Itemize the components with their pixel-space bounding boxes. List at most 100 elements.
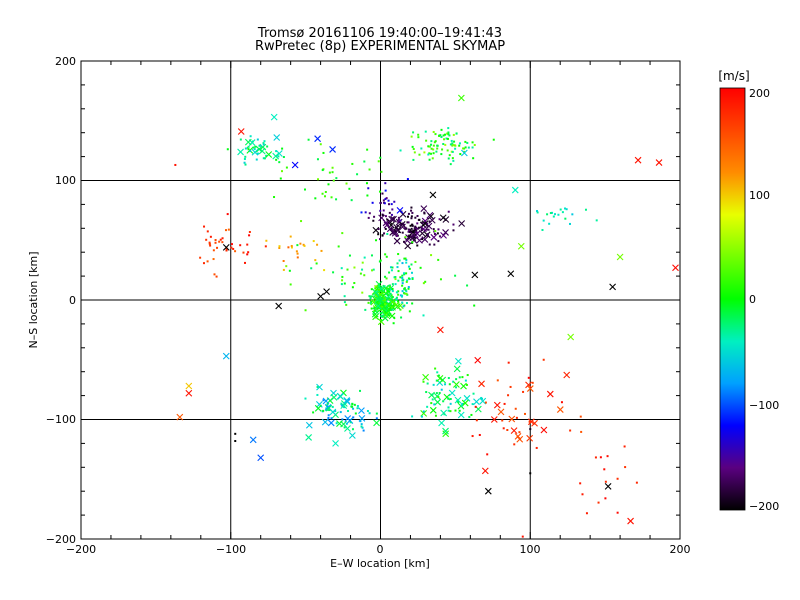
echo-dot-marker — [378, 190, 381, 193]
echo-dot-marker — [474, 405, 477, 408]
echo-dot-marker — [289, 283, 292, 286]
echo-dot-marker — [397, 270, 400, 273]
echo-dot-marker — [565, 208, 568, 211]
echo-dot-marker — [391, 296, 394, 299]
echo-dot-marker — [434, 367, 437, 370]
echo-cross-marker — [563, 371, 571, 379]
echo-dot-marker — [405, 258, 408, 261]
echo-dot-marker — [521, 535, 524, 538]
echo-dot-marker — [440, 135, 443, 138]
echo-dot-marker — [466, 374, 469, 377]
echo-dot-marker — [548, 222, 551, 225]
echo-dot-marker — [406, 178, 409, 181]
echo-cross-marker — [314, 404, 322, 412]
echo-dot-marker — [343, 301, 346, 304]
echo-dot-marker — [374, 309, 377, 312]
echo-dot-marker — [410, 215, 413, 218]
echo-dot-marker — [435, 379, 438, 382]
echo-dot-marker — [379, 238, 382, 241]
echo-dot-marker — [361, 426, 364, 429]
echo-dot-marker — [247, 145, 250, 148]
echo-dot-marker — [406, 221, 409, 224]
echo-dot-marker — [623, 445, 626, 448]
echo-cross-marker — [430, 233, 438, 241]
echo-dot-marker — [332, 271, 335, 274]
echo-dot-marker — [468, 415, 471, 418]
echo-dot-marker — [384, 275, 387, 278]
echo-dot-marker — [397, 293, 400, 296]
echo-dot-marker — [397, 279, 400, 282]
echo-cross-marker — [344, 415, 352, 422]
echo-dot-marker — [603, 468, 606, 471]
echo-dot-marker — [382, 294, 385, 297]
echo-cross-marker — [540, 426, 548, 434]
echo-cross-marker — [453, 365, 461, 373]
echo-dot-marker — [433, 230, 436, 233]
echo-dot-marker — [367, 301, 370, 304]
echo-dot-marker — [367, 216, 370, 219]
echo-dot-marker — [604, 497, 607, 500]
echo-dot-marker — [391, 287, 394, 290]
echo-dot-marker — [334, 410, 337, 413]
echo-dot-marker — [375, 412, 378, 415]
echo-dot-marker — [296, 252, 299, 255]
echo-cross-marker — [463, 394, 471, 402]
echo-dot-marker — [437, 258, 440, 261]
echo-cross-marker — [275, 150, 283, 157]
echo-dot-marker — [380, 315, 383, 318]
echo-dot-marker — [360, 211, 363, 214]
x-tick-label: −100 — [216, 543, 246, 556]
echo-dot-marker — [412, 235, 415, 238]
echo-dot-marker — [406, 215, 409, 218]
echo-cross-marker — [275, 302, 283, 310]
echo-dot-marker — [303, 244, 306, 247]
echo-dot-marker — [405, 290, 408, 293]
echo-dot-marker — [452, 223, 455, 226]
echo-cross-marker — [383, 221, 391, 229]
echo-dot-marker — [447, 131, 450, 134]
echo-dot-marker — [433, 243, 436, 246]
echo-dot-marker — [436, 147, 439, 150]
echo-dot-marker — [523, 412, 526, 415]
echo-dot-marker — [452, 133, 455, 136]
echo-dot-marker — [428, 243, 431, 246]
echo-dot-marker — [444, 383, 447, 386]
echo-dot-marker — [407, 286, 410, 289]
echo-dot-marker — [446, 132, 449, 135]
echo-dot-marker — [599, 456, 602, 459]
echo-dot-marker — [383, 303, 386, 306]
echo-dot-marker — [444, 133, 447, 136]
echo-dot-marker — [280, 170, 283, 173]
echo-dot-marker — [461, 376, 464, 379]
echo-dot-marker — [446, 149, 449, 152]
echo-dot-marker — [370, 254, 373, 257]
echo-dot-marker — [422, 282, 425, 285]
echo-dot-marker — [371, 269, 374, 272]
echo-dot-marker — [340, 403, 343, 406]
echo-dot-marker — [340, 283, 343, 286]
echo-dot-marker — [361, 261, 364, 264]
echo-dot-marker — [397, 216, 400, 219]
echo-dot-marker — [401, 231, 404, 234]
echo-dot-marker — [265, 154, 268, 157]
echo-dot-marker — [389, 266, 392, 269]
echo-cross-marker — [409, 228, 417, 236]
echo-cross-marker — [222, 244, 230, 251]
echo-dot-marker — [346, 268, 349, 271]
echo-dot-marker — [410, 230, 413, 233]
echo-dot-marker — [412, 231, 415, 234]
echo-dot-marker — [391, 283, 394, 286]
echo-dot-marker — [281, 147, 284, 150]
echo-dot-marker — [492, 138, 495, 141]
echo-cross-marker — [390, 215, 397, 223]
echo-dot-marker — [335, 422, 338, 425]
echo-dot-marker — [428, 158, 431, 161]
echo-dot-marker — [416, 222, 419, 225]
echo-cross-marker — [358, 407, 365, 415]
echo-dot-marker — [461, 402, 464, 405]
echo-dot-marker — [252, 146, 255, 149]
echo-dot-marker — [398, 230, 401, 233]
echo-dot-marker — [390, 309, 393, 312]
echo-dot-marker — [403, 257, 406, 260]
echo-dot-marker — [449, 163, 452, 166]
